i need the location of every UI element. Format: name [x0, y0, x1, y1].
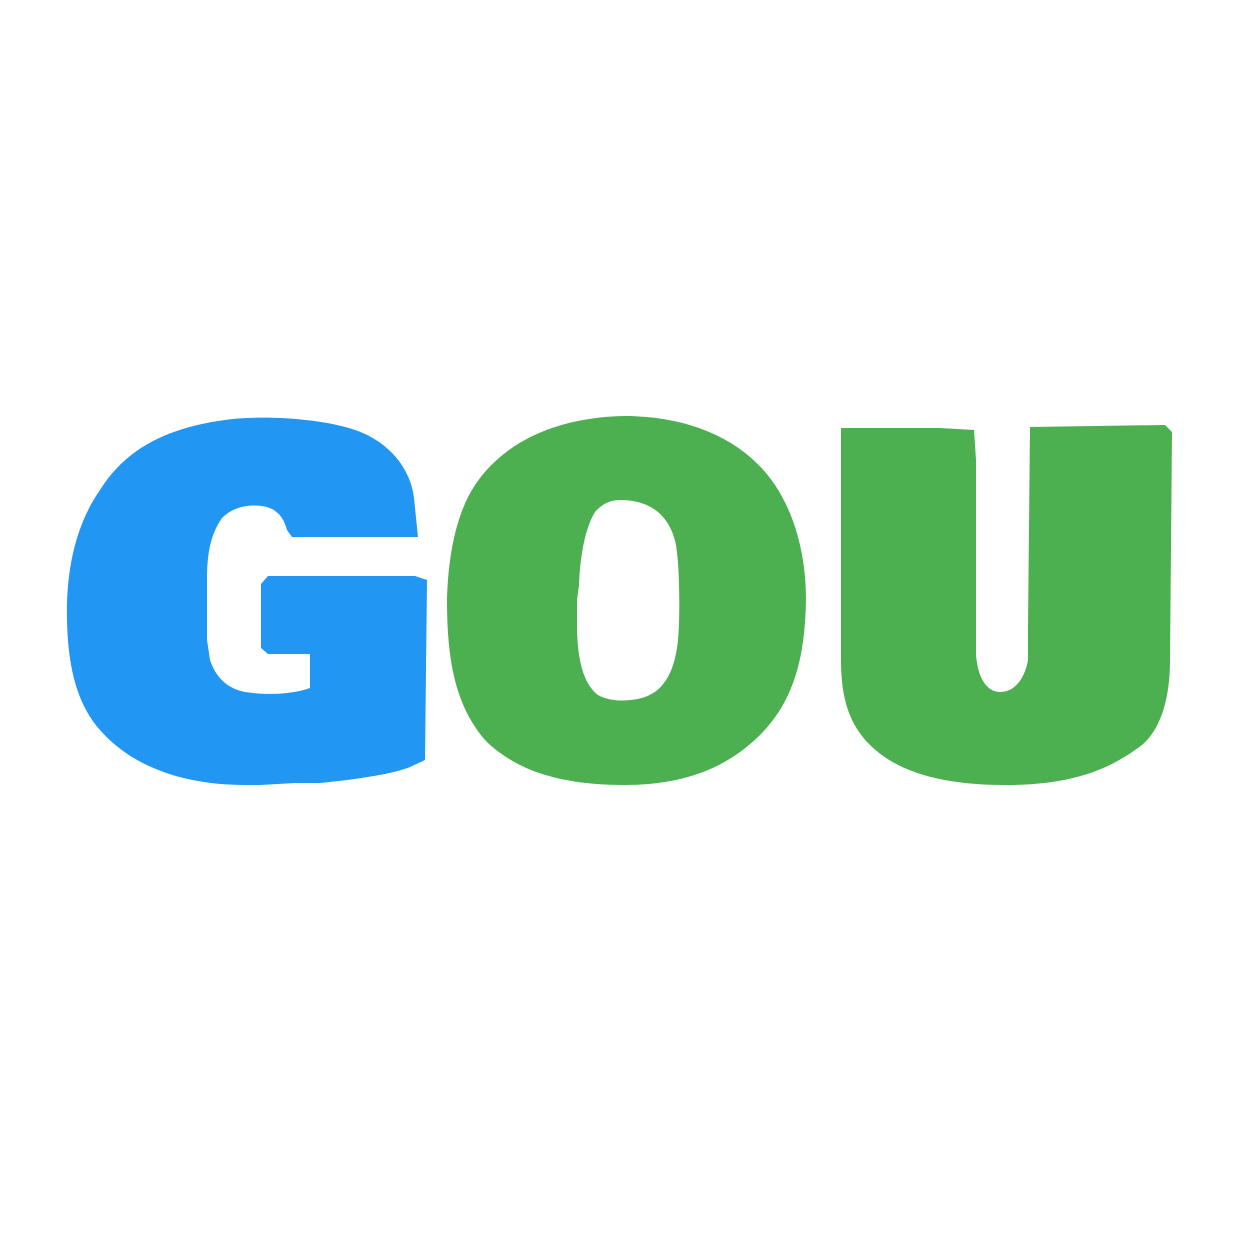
logo-letter-g [66, 417, 428, 785]
logo-letter-u [841, 425, 1172, 785]
logo-letter-o [447, 416, 806, 785]
